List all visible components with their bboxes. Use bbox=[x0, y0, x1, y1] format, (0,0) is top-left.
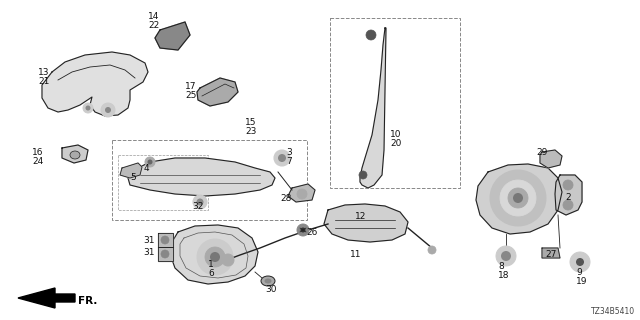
Circle shape bbox=[196, 198, 204, 205]
Text: 12: 12 bbox=[355, 212, 366, 221]
Text: 28: 28 bbox=[280, 194, 291, 203]
Text: 16
24: 16 24 bbox=[32, 148, 44, 166]
Text: 30: 30 bbox=[265, 285, 276, 294]
Polygon shape bbox=[360, 28, 386, 188]
Circle shape bbox=[274, 150, 290, 166]
Text: 10
20: 10 20 bbox=[390, 130, 401, 148]
Circle shape bbox=[197, 239, 233, 275]
Circle shape bbox=[86, 106, 90, 110]
Circle shape bbox=[105, 107, 111, 113]
Text: 8
18: 8 18 bbox=[498, 262, 509, 280]
Text: 2: 2 bbox=[565, 193, 571, 202]
Polygon shape bbox=[128, 158, 275, 196]
Text: 15
23: 15 23 bbox=[245, 118, 257, 136]
Polygon shape bbox=[170, 225, 258, 284]
Circle shape bbox=[210, 252, 220, 262]
Polygon shape bbox=[542, 248, 560, 258]
Polygon shape bbox=[288, 184, 315, 202]
Circle shape bbox=[101, 103, 115, 117]
Circle shape bbox=[297, 224, 309, 236]
Circle shape bbox=[222, 254, 234, 266]
Text: 13
21: 13 21 bbox=[38, 68, 49, 86]
Circle shape bbox=[359, 171, 367, 179]
Text: 31: 31 bbox=[143, 236, 155, 245]
Circle shape bbox=[563, 200, 573, 210]
Text: 26: 26 bbox=[306, 228, 317, 237]
Polygon shape bbox=[555, 175, 582, 215]
Circle shape bbox=[563, 180, 573, 190]
Circle shape bbox=[145, 157, 155, 167]
Circle shape bbox=[508, 188, 528, 208]
Circle shape bbox=[501, 251, 511, 261]
Text: 5: 5 bbox=[130, 173, 136, 182]
Ellipse shape bbox=[261, 276, 275, 286]
Text: 27: 27 bbox=[545, 250, 556, 259]
Polygon shape bbox=[62, 145, 88, 163]
Circle shape bbox=[297, 189, 307, 199]
Text: FR.: FR. bbox=[78, 296, 97, 306]
Circle shape bbox=[490, 170, 546, 226]
Text: 29: 29 bbox=[536, 148, 547, 157]
Circle shape bbox=[428, 246, 436, 254]
Text: 9
19: 9 19 bbox=[576, 268, 588, 286]
Text: 17
25: 17 25 bbox=[185, 82, 196, 100]
Text: 11: 11 bbox=[350, 250, 362, 259]
Polygon shape bbox=[476, 164, 562, 234]
Text: 4: 4 bbox=[144, 164, 150, 173]
Bar bbox=[330, 18, 460, 188]
Polygon shape bbox=[540, 150, 562, 168]
Polygon shape bbox=[324, 204, 408, 242]
Text: 14
22: 14 22 bbox=[148, 12, 159, 30]
Polygon shape bbox=[120, 163, 142, 178]
Text: 32: 32 bbox=[192, 202, 204, 211]
Circle shape bbox=[301, 228, 305, 233]
Circle shape bbox=[205, 247, 225, 267]
Polygon shape bbox=[42, 52, 148, 116]
Bar bbox=[118, 155, 208, 210]
Circle shape bbox=[193, 195, 207, 209]
Polygon shape bbox=[158, 247, 173, 261]
Circle shape bbox=[147, 159, 152, 164]
Polygon shape bbox=[18, 288, 75, 308]
Circle shape bbox=[576, 258, 584, 266]
Text: 3
7: 3 7 bbox=[286, 148, 292, 166]
Circle shape bbox=[500, 180, 536, 216]
Circle shape bbox=[278, 154, 286, 162]
Circle shape bbox=[570, 252, 590, 272]
Bar bbox=[112, 140, 307, 220]
Polygon shape bbox=[197, 78, 238, 106]
Circle shape bbox=[83, 103, 93, 113]
Circle shape bbox=[513, 193, 523, 203]
Ellipse shape bbox=[264, 278, 271, 284]
Polygon shape bbox=[155, 22, 190, 50]
Circle shape bbox=[161, 250, 169, 258]
Ellipse shape bbox=[70, 151, 80, 159]
Text: 31: 31 bbox=[143, 248, 155, 257]
Text: TZ34B5410: TZ34B5410 bbox=[591, 307, 635, 316]
Circle shape bbox=[496, 246, 516, 266]
Circle shape bbox=[161, 236, 169, 244]
Polygon shape bbox=[158, 233, 173, 247]
Circle shape bbox=[366, 30, 376, 40]
Text: 1
6: 1 6 bbox=[208, 260, 214, 278]
